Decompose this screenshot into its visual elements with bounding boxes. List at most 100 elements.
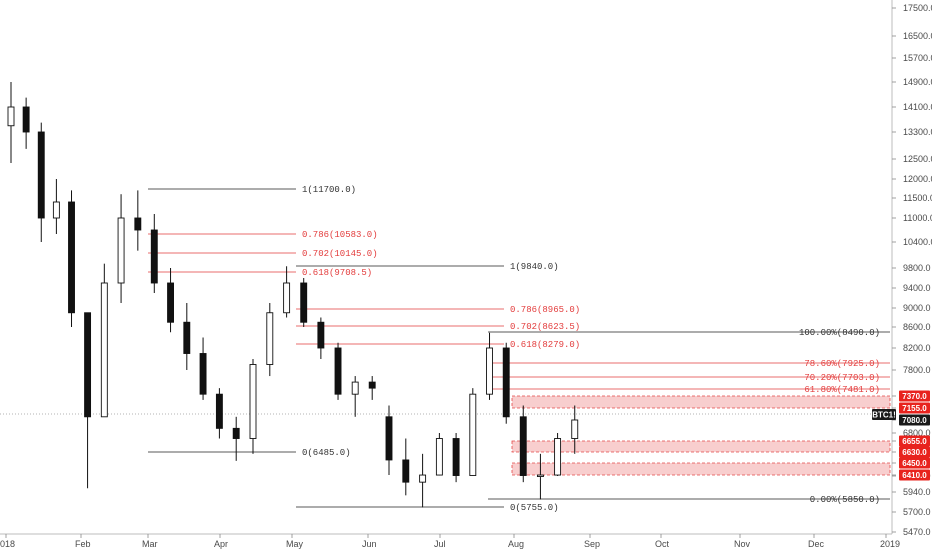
last-price-badge <box>899 414 930 426</box>
y-tick-label: 10400.0 <box>903 237 932 247</box>
candle-body <box>117 217 125 284</box>
candle-body <box>385 416 393 461</box>
y-tick-label: 12000.0 <box>903 174 932 184</box>
y-tick-label: 5470.0 <box>903 527 931 537</box>
candle-body <box>317 321 325 349</box>
candle-body <box>249 364 257 439</box>
candle-body <box>283 282 291 314</box>
plot-background <box>0 0 892 534</box>
y-tick-label: 14100.0 <box>903 102 932 112</box>
x-tick-label: Feb <box>75 539 91 549</box>
x-tick-label: Oct <box>655 539 670 549</box>
fib-level-label: 1(9840.0) <box>510 262 559 272</box>
red-price-badge-label: 7155.0 <box>902 404 927 413</box>
candle-body <box>554 438 562 476</box>
y-tick-label: 5700.0 <box>903 507 931 517</box>
candle-body <box>37 131 45 219</box>
candle-body <box>536 474 544 477</box>
red-price-badge <box>899 469 930 481</box>
candle-body <box>134 217 142 231</box>
candlesticks <box>7 82 579 508</box>
candle-body <box>419 474 427 483</box>
candle-body <box>571 419 579 439</box>
x-tick-label: Dec <box>808 539 825 549</box>
fib-level-label: 0.702(10145.0) <box>302 249 378 259</box>
candle-body <box>183 321 191 354</box>
candle-body <box>84 312 92 418</box>
candle-body <box>52 201 60 219</box>
fib-level-label: 70.20%(7703.0) <box>804 373 880 383</box>
red-price-badge-label: 6410.0 <box>902 471 927 480</box>
last-price-badge-label: 7080.0 <box>902 416 927 425</box>
x-tick-label: Mar <box>142 539 158 549</box>
candle-body <box>368 381 376 389</box>
red-price-badge-label: 6655.0 <box>902 437 927 446</box>
candle-body <box>486 347 493 395</box>
candle-body <box>199 353 207 395</box>
fibonacci-retracements: 1(11700.0) 0.786(10583.0) 0.702(10145.0) 0.… <box>148 185 890 513</box>
fib-level-label: 0.786(10583.0) <box>302 230 378 240</box>
price-axis[interactable]: 17500.0 16500.0 15700.0 14900.0 14100.0 13300… <box>892 3 932 537</box>
candle-body <box>300 282 308 323</box>
y-tick-label: 9800.0 <box>903 263 931 273</box>
red-price-badge <box>899 446 930 458</box>
fib-level-label: 0.786(8965.0) <box>510 305 580 315</box>
y-tick-label: 7800.0 <box>903 365 931 375</box>
fib-level-label: 0.00%(5850.0) <box>810 495 880 505</box>
y-tick-label: 11500.0 <box>903 193 932 203</box>
candle-body <box>502 347 510 418</box>
y-tick-label: 17500.0 <box>903 3 932 13</box>
x-tick-label: 2019 <box>880 539 900 549</box>
price-badges: 7370.0 7155.0 6655.0 6630.0 6450.0 6410.0 BTC1… <box>872 390 930 481</box>
x-tick-label: Jul <box>434 539 446 549</box>
candle-body <box>167 282 174 323</box>
y-tick-label: 9000.0 <box>903 303 931 313</box>
red-price-badge-label: 7370.0 <box>902 392 927 401</box>
fib-level-label: 100.00%(8490.0) <box>799 328 880 338</box>
red-price-badge-label: 6450.0 <box>902 459 927 468</box>
fib-level-label: 0.618(8279.0) <box>510 340 580 350</box>
candle-body <box>519 416 527 476</box>
x-tick-label: Sep <box>584 539 600 549</box>
symbol-badge-label: BTC1! <box>872 411 896 420</box>
fib-level-label: 0(5755.0) <box>510 503 559 513</box>
candle-body <box>215 393 223 429</box>
fib-level-label: 0.618(9708.5) <box>302 268 372 278</box>
red-price-badge <box>899 435 930 447</box>
y-tick-label: 9400.0 <box>903 283 931 293</box>
candle-body <box>435 438 443 476</box>
candle-body <box>68 201 75 314</box>
candle-body <box>334 347 342 395</box>
time-axis[interactable]: 018 Feb Mar Apr May Jun Jul Aug Sep Oct Nov Dec 2019 <box>0 534 900 549</box>
candle-body <box>22 106 30 133</box>
candle-body <box>469 393 477 476</box>
x-tick-label: Jun <box>362 539 377 549</box>
y-tick-label: 8600.0 <box>903 322 931 332</box>
candle-body <box>351 381 359 395</box>
red-price-badge <box>899 390 930 402</box>
zone-rect <box>511 462 891 476</box>
y-tick-label: 8200.0 <box>903 343 931 353</box>
candle-body <box>232 427 240 439</box>
symbol-badge <box>872 409 896 420</box>
x-tick-label: May <box>286 539 304 549</box>
y-tick-label: 5940.0 <box>903 487 931 497</box>
x-tick-label: Aug <box>508 539 524 549</box>
y-tick-label: 11000.0 <box>903 213 932 223</box>
fib-level-label: 0(6485.0) <box>302 448 351 458</box>
zone-rect <box>511 395 891 409</box>
fib-level-label: 1(11700.0) <box>302 185 356 195</box>
y-tick-label: 6800.0 <box>903 428 931 438</box>
red-price-badge <box>899 457 930 469</box>
fib-level-label: 78.60%(7925.0) <box>804 359 880 369</box>
candle-body <box>7 106 15 127</box>
red-price-badge <box>899 402 930 414</box>
y-tick-label: 15700.0 <box>903 53 932 63</box>
x-tick-label: Nov <box>734 539 751 549</box>
y-tick-label: 14900.0 <box>903 77 932 87</box>
candle-body <box>266 312 274 365</box>
y-tick-label: 13300.0 <box>903 127 932 137</box>
x-tick-label: 018 <box>0 539 15 549</box>
candle-body <box>100 282 108 418</box>
